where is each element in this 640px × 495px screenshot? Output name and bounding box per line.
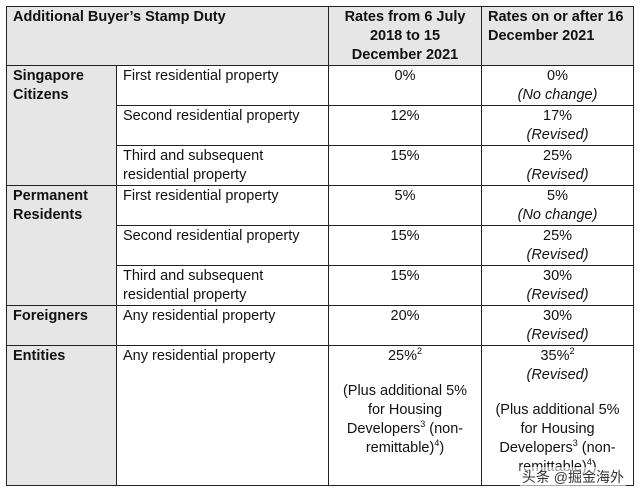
footnote-2: 2: [569, 346, 575, 357]
rate-note: (Revised): [526, 247, 589, 263]
category-entities: Entities: [6, 345, 117, 486]
property-type: Any residential property: [115, 305, 330, 346]
property-type: First residential property: [115, 65, 330, 106]
new-rate-cell: 30% (Revised): [481, 305, 635, 346]
table-row: Second residential property 15% 25% (Rev…: [7, 225, 635, 266]
footnote-4: 4: [434, 438, 440, 449]
note-part-a: (Plus additional 5% for Housing Develope…: [495, 402, 620, 456]
new-rate-cell: 0% (No change): [481, 65, 635, 106]
table-row: Third and subsequent residential propert…: [7, 145, 635, 186]
old-rate: 0%: [328, 65, 483, 106]
new-rate-cell: 25% (Revised): [481, 145, 635, 186]
old-rate: 5%: [328, 185, 483, 226]
new-rate: 0%: [547, 68, 568, 84]
header-old-rates: Rates from 6 July 2018 to 15 December 20…: [328, 6, 483, 66]
old-rate: 15%: [328, 145, 483, 186]
new-rate-cell: 30% (Revised): [481, 265, 635, 306]
old-rate: 25%2: [335, 347, 475, 366]
old-rate-value: 25%: [387, 348, 418, 364]
rate-note: (Revised): [526, 167, 589, 183]
note-part-b: (non-remittable): [365, 421, 464, 456]
housing-developer-note: (Plus additional 5% for Housing Develope…: [335, 382, 475, 458]
table-row: Second residential property 12% 17% (Rev…: [7, 105, 635, 146]
new-rate-cell: 25% (Revised): [481, 225, 635, 266]
rate-note: (Revised): [526, 327, 589, 343]
old-rate: 20%: [328, 305, 483, 346]
new-rate-value: 35%: [540, 348, 570, 364]
new-rate: 5%: [547, 188, 568, 204]
table-row: Entities Any residential property 25%2 (…: [6, 345, 635, 486]
header-absd: Additional Buyer’s Stamp Duty: [5, 6, 330, 66]
header-row: Additional Buyer’s Stamp Duty Rates from…: [5, 6, 635, 66]
note-part-a: (Plus additional 5% for Housing Develope…: [342, 383, 468, 437]
new-rate: 17%: [543, 108, 573, 124]
table-row: Singapore Citizens First residential pro…: [6, 65, 635, 186]
property-type: First residential property: [115, 185, 330, 226]
footnote-3: 3: [420, 419, 426, 430]
new-rate-cell: 17% (Revised): [481, 105, 635, 146]
footnote-2: 2: [417, 346, 423, 357]
property-type: Third and subsequent residential propert…: [115, 145, 330, 186]
footnote-3: 3: [572, 438, 578, 449]
old-rate: 15%: [328, 225, 483, 266]
rate-note: (Revised): [526, 287, 589, 303]
old-rate: 12%: [328, 105, 483, 146]
table-row: Foreigners Any residential property 20% …: [6, 305, 635, 346]
footnote-4: 4: [586, 457, 592, 468]
new-rate: 25%: [543, 228, 573, 244]
new-rate: 30%: [543, 268, 573, 284]
property-type: Third and subsequent residential propert…: [115, 265, 330, 306]
header-new-rates: Rates on or after 16 December 2021: [481, 6, 635, 66]
watermark: 头条 @掘金海外: [519, 467, 626, 487]
rate-note: (No change): [517, 87, 598, 103]
table-row: Third and subsequent residential propert…: [7, 265, 635, 306]
property-type: Any residential property: [115, 345, 330, 486]
new-rate: 30%: [543, 308, 573, 324]
property-type: Second residential property: [115, 225, 330, 266]
property-type: Second residential property: [115, 105, 330, 146]
new-rate-cell: 5% (No change): [481, 185, 635, 226]
rate-note: (No change): [517, 207, 598, 223]
old-rate-cell: 25%2 (Plus additional 5% for Housing Dev…: [328, 345, 483, 486]
category-singapore-citizens: Singapore Citizens: [6, 65, 117, 186]
rate-note: (Revised): [526, 127, 589, 143]
rate-note: (Revised): [526, 367, 589, 383]
housing-developer-note: (Plus additional 5% for Housing Develope…: [488, 401, 627, 477]
note-part-c: ): [439, 440, 445, 456]
new-rate-cell: 35%2 (Revised) (Plus additional 5% for H…: [481, 345, 635, 486]
category-foreigners: Foreigners: [6, 305, 117, 346]
old-rate: 15%: [328, 265, 483, 306]
category-permanent-residents: Permanent Residents: [6, 185, 117, 306]
new-rate: 35%2: [488, 347, 627, 366]
absd-rates-table: Additional Buyer’s Stamp Duty Rates from…: [5, 6, 635, 486]
new-rate: 25%: [543, 148, 573, 164]
table-row: Permanent Residents First residential pr…: [6, 185, 635, 306]
